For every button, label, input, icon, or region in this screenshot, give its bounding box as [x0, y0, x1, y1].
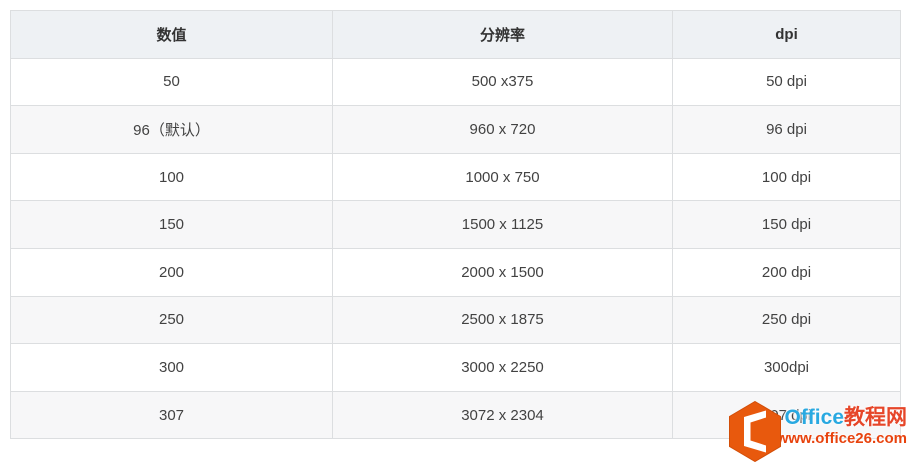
table-body: 50 500 x375 50 dpi 96（默认） 960 x 720 96 dpi 100… [10, 57, 901, 440]
table-cell: 96（默认） [10, 105, 333, 154]
table-row: 100 1000 x 750 100 dpi [10, 152, 901, 202]
table-row: 150 1500 x 1125 150 dpi [10, 200, 901, 249]
table-cell: 300dpi [672, 343, 901, 392]
table-cell: 96 dpi [672, 105, 901, 154]
column-header-resolution: 分辨率 [332, 10, 673, 59]
table-cell: 500 x375 [332, 57, 673, 107]
table-cell: 250 dpi [672, 295, 901, 345]
header-row: 数值 分辨率 dpi [10, 10, 901, 59]
table-cell: 200 dpi [672, 247, 901, 297]
watermark-url: www.office26.com [776, 429, 907, 447]
dpi-resolution-table: 数值 分辨率 dpi 50 500 x375 50 dpi 96（默认） 960 x 7… [10, 10, 901, 440]
table-row: 300 3000 x 2250 300dpi [10, 343, 901, 392]
watermark-site-name: Office教程网 [784, 406, 907, 429]
watermark-text: Office教程网 www.office26.com [777, 406, 907, 458]
table-row: 200 2000 x 1500 200 dpi [10, 247, 901, 297]
table-row: 250 2500 x 1875 250 dpi [10, 295, 901, 345]
table-cell: 307 [10, 390, 333, 440]
table-row: 96（默认） 960 x 720 96 dpi [10, 105, 901, 154]
table-row: 307 3072 x 2304 307 dpi [10, 390, 901, 440]
table-cell: 100 dpi [672, 152, 901, 202]
table-cell: 150 dpi [672, 200, 901, 249]
table-cell: 2500 x 1875 [332, 295, 673, 345]
column-header-dpi: dpi [672, 10, 901, 59]
site-watermark: Office教程网 www.office26.com [728, 401, 907, 462]
watermark-site-name-cjk: 教程网 [844, 405, 907, 429]
table-cell: 200 [10, 247, 333, 297]
table-cell: 3072 x 2304 [332, 390, 673, 440]
column-header-value: 数值 [10, 10, 333, 59]
table-cell: 300 [10, 343, 333, 392]
table-cell: 150 [10, 200, 333, 249]
table-cell: 50 dpi [672, 57, 901, 107]
table-cell: 2000 x 1500 [332, 247, 673, 297]
table-cell: 50 [10, 57, 333, 107]
watermark-site-name-latin: Office [784, 405, 844, 429]
table-cell: 307 dpi [672, 390, 901, 440]
office-hexagon-logo-icon [728, 401, 781, 462]
table-cell: 3000 x 2250 [332, 343, 673, 392]
table-header: 数值 分辨率 dpi [10, 10, 901, 59]
table-cell: 100 [10, 152, 333, 202]
table-cell: 1500 x 1125 [332, 200, 673, 249]
table-row: 50 500 x375 50 dpi [10, 57, 901, 107]
table-cell: 250 [10, 295, 333, 345]
table-cell: 960 x 720 [332, 105, 673, 154]
table-cell: 1000 x 750 [332, 152, 673, 202]
